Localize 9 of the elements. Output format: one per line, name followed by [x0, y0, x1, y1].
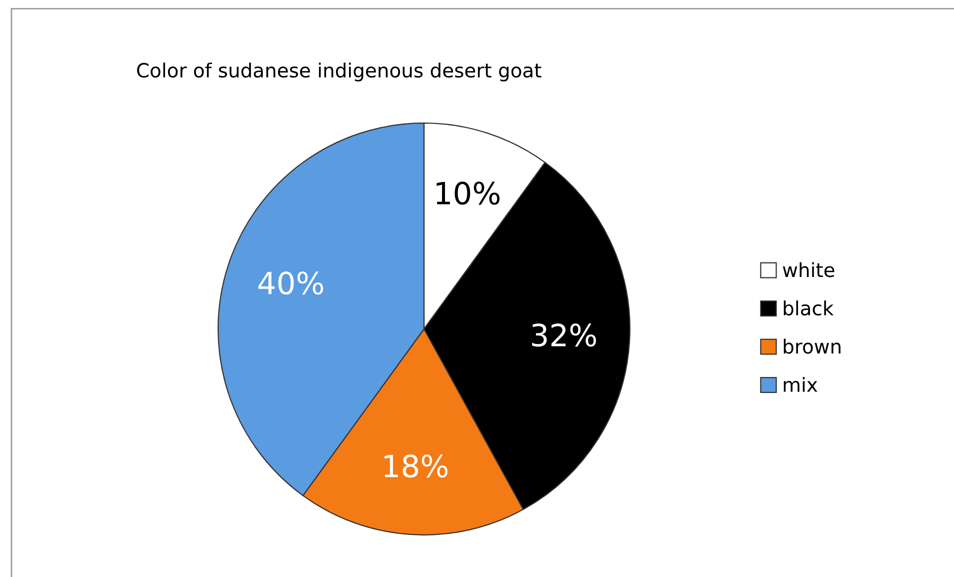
data-label: 10% [436, 182, 500, 205]
data-label: 18% [384, 454, 448, 478]
legend-label: black [784, 300, 834, 316]
legend-label: white [782, 262, 834, 278]
data-label: 40% [258, 271, 324, 295]
data-label: 32% [532, 324, 596, 347]
chart-title: Color of sudanese indigenous desert goat [137, 62, 542, 82]
legend-label: brown [784, 338, 840, 354]
legend-label: mix [784, 376, 818, 392]
